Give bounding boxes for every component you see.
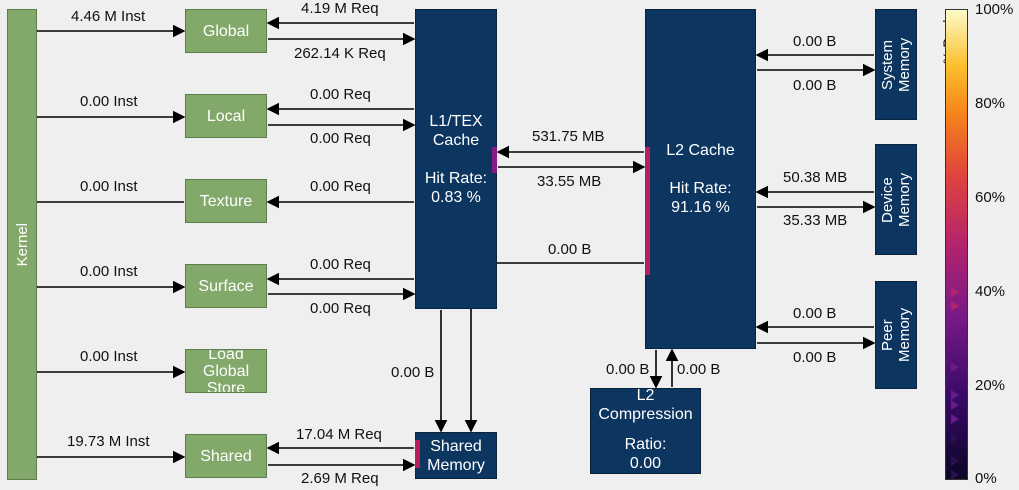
- l2-compression[interactable]: L2 Compression Ratio: 0.00: [590, 388, 701, 474]
- scale-marker: [951, 413, 959, 424]
- texture-req-out-label: 0.00 Req: [310, 178, 371, 195]
- surface-unit[interactable]: Surface: [185, 264, 267, 308]
- l1-title: L1/TEX Cache: [429, 112, 483, 149]
- scale-tick-60: 60%: [975, 189, 1006, 206]
- kernel-label: Kernel: [13, 222, 31, 267]
- local-unit[interactable]: Local: [185, 94, 267, 138]
- device-mem-in-label: 50.38 MB: [783, 169, 848, 186]
- shared-req-out-label: 17.04 M Req: [296, 426, 382, 443]
- l2-to-compression-label: 0.00 B: [606, 361, 650, 378]
- shared-req-in-label: 2.69 M Req: [301, 470, 379, 487]
- l2-compression-title: L2 Compression: [598, 388, 693, 423]
- shared-port-marker: [415, 440, 420, 468]
- l2-to-l1-label: 33.55 MB: [537, 173, 602, 190]
- scale-marker: [951, 470, 959, 481]
- peer-mem-out-label: 0.00 B: [793, 349, 837, 366]
- scale-tick-100: 100%: [975, 1, 1014, 18]
- local-unit-label: Local: [206, 107, 246, 125]
- shared-unit[interactable]: Shared: [185, 434, 267, 478]
- scale-marker: [951, 300, 959, 311]
- device-mem-out-label: 35.33 MB: [783, 212, 848, 229]
- l2-hit-rate-value: 91.16 %: [671, 199, 730, 216]
- l2-hit-rate-label: Hit Rate:: [669, 180, 732, 197]
- surface-unit-label: Surface: [198, 277, 254, 295]
- peer-memory-label: Peer Memory: [879, 307, 913, 363]
- global-unit-label: Global: [202, 22, 250, 40]
- scale-marker: [951, 286, 959, 297]
- l2-title: L2 Cache: [666, 142, 735, 159]
- system-memory[interactable]: System Memory: [875, 9, 917, 120]
- shared-memory[interactable]: Shared Memory: [415, 432, 497, 479]
- texture-unit-label: Texture: [199, 192, 253, 210]
- l1-to-shared-label: 0.00 B: [391, 364, 435, 381]
- device-memory[interactable]: Device Memory: [875, 144, 917, 255]
- system-mem-in-label: 0.00 B: [793, 33, 837, 50]
- compression-to-l2-label: 0.00 B: [677, 361, 721, 378]
- scale-tick-0: 0%: [975, 470, 997, 487]
- surface-inst-label: 0.00 Inst: [80, 263, 138, 280]
- surface-req-in-label: 0.00 Req: [310, 300, 371, 317]
- surface-req-out-label: 0.00 Req: [310, 256, 371, 273]
- system-mem-out-label: 0.00 B: [793, 77, 837, 94]
- global-unit[interactable]: Global: [185, 9, 267, 53]
- scale-tick-20: 20%: [975, 377, 1006, 394]
- shared-unit-label: Shared: [200, 447, 252, 465]
- scale-marker: [951, 361, 959, 372]
- peer-memory[interactable]: Peer Memory: [875, 281, 917, 389]
- texture-unit[interactable]: Texture: [185, 179, 267, 223]
- l1-tex-cache[interactable]: L1/TEX Cache Hit Rate: 0.83 %: [415, 9, 497, 309]
- load-global-store-label: Load Global Store: [202, 349, 250, 393]
- scale-marker: [951, 399, 959, 410]
- local-inst-label: 0.00 Inst: [80, 93, 138, 110]
- l2-compression-ratio-label: Ratio:: [624, 436, 667, 453]
- global-inst-label: 4.46 M Inst: [71, 8, 146, 25]
- scale-tick-80: 80%: [975, 95, 1006, 112]
- scale-tick-40: 40%: [975, 283, 1006, 300]
- l2-to-shared-label: 0.00 B: [548, 241, 592, 258]
- device-memory-label: Device Memory: [879, 172, 913, 227]
- l1-hit-rate-label: Hit Rate:: [424, 169, 488, 187]
- shared-inst-label: 19.73 M Inst: [67, 433, 150, 450]
- l1-hit-rate-value: 0.83 %: [431, 188, 481, 206]
- load-global-store-unit[interactable]: Load Global Store: [185, 349, 267, 393]
- scale-marker: [951, 390, 959, 401]
- l2-cache[interactable]: L2 Cache Hit Rate: 91.16 %: [645, 9, 756, 349]
- local-req-in-label: 0.00 Req: [310, 130, 371, 147]
- system-memory-label: System Memory: [879, 37, 913, 92]
- shared-memory-title: Shared Memory: [427, 437, 485, 474]
- texture-inst-label: 0.00 Inst: [80, 178, 138, 195]
- scale-marker: [951, 432, 959, 443]
- scale-marker: [951, 456, 959, 467]
- peer-mem-in-label: 0.00 B: [793, 305, 837, 322]
- local-req-out-label: 0.00 Req: [310, 86, 371, 103]
- global-req-in-label: 262.14 K Req: [294, 45, 386, 62]
- lgs-inst-label: 0.00 Inst: [80, 348, 138, 365]
- l2-port-marker: [645, 147, 650, 275]
- l2-compression-ratio-value: 0.00: [629, 455, 662, 472]
- kernel-block: Kernel: [7, 9, 37, 480]
- global-req-out-label: 4.19 M Req: [301, 0, 379, 17]
- l1-port-marker: [492, 147, 497, 173]
- l1-to-l2-label: 531.75 MB: [532, 128, 605, 145]
